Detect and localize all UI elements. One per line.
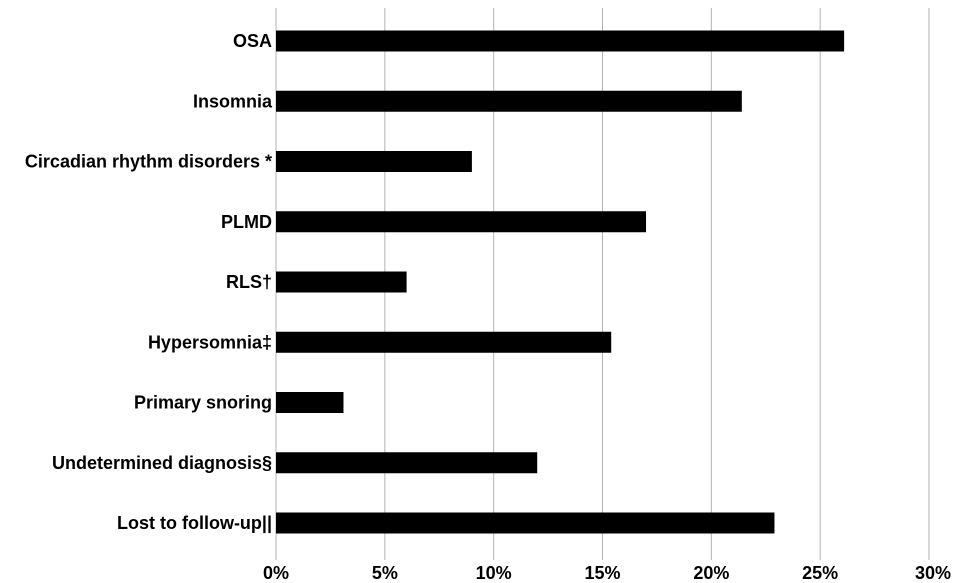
x-tick-label: 20%: [693, 563, 729, 583]
category-label: RLS†: [226, 272, 272, 292]
category-label: OSA: [233, 31, 272, 51]
bars: [276, 30, 845, 534]
x-tick-label: 25%: [802, 563, 838, 583]
category-label: Lost to follow-up||: [117, 513, 272, 533]
x-tick-label: 0%: [263, 563, 289, 583]
x-tick-label: 15%: [584, 563, 620, 583]
x-tick-labels: 0% 5% 10% 15% 20% 25% 30%: [263, 563, 951, 583]
category-label: Hypersomnia‡: [148, 332, 272, 352]
bar: [276, 30, 845, 52]
x-tick-label: 30%: [915, 563, 951, 583]
category-label: Circadian rhythm disorders *: [25, 152, 272, 172]
bar: [276, 271, 407, 293]
bar: [276, 392, 344, 413]
bar: [276, 151, 472, 172]
bar: [276, 90, 742, 112]
x-tick-label: 10%: [476, 563, 512, 583]
category-label: Primary snoring: [134, 393, 272, 413]
category-label: PLMD: [221, 212, 272, 232]
category-label: Insomnia: [193, 91, 273, 111]
bar: [276, 211, 647, 233]
bar: [276, 331, 612, 353]
bar: [276, 512, 775, 534]
x-tick-label: 5%: [372, 563, 398, 583]
category-label: Undetermined diagnosis§: [52, 453, 272, 473]
category-labels: OSA Insomnia Circadian rhythm disorders * P…: [25, 31, 273, 533]
bar: [276, 452, 538, 474]
